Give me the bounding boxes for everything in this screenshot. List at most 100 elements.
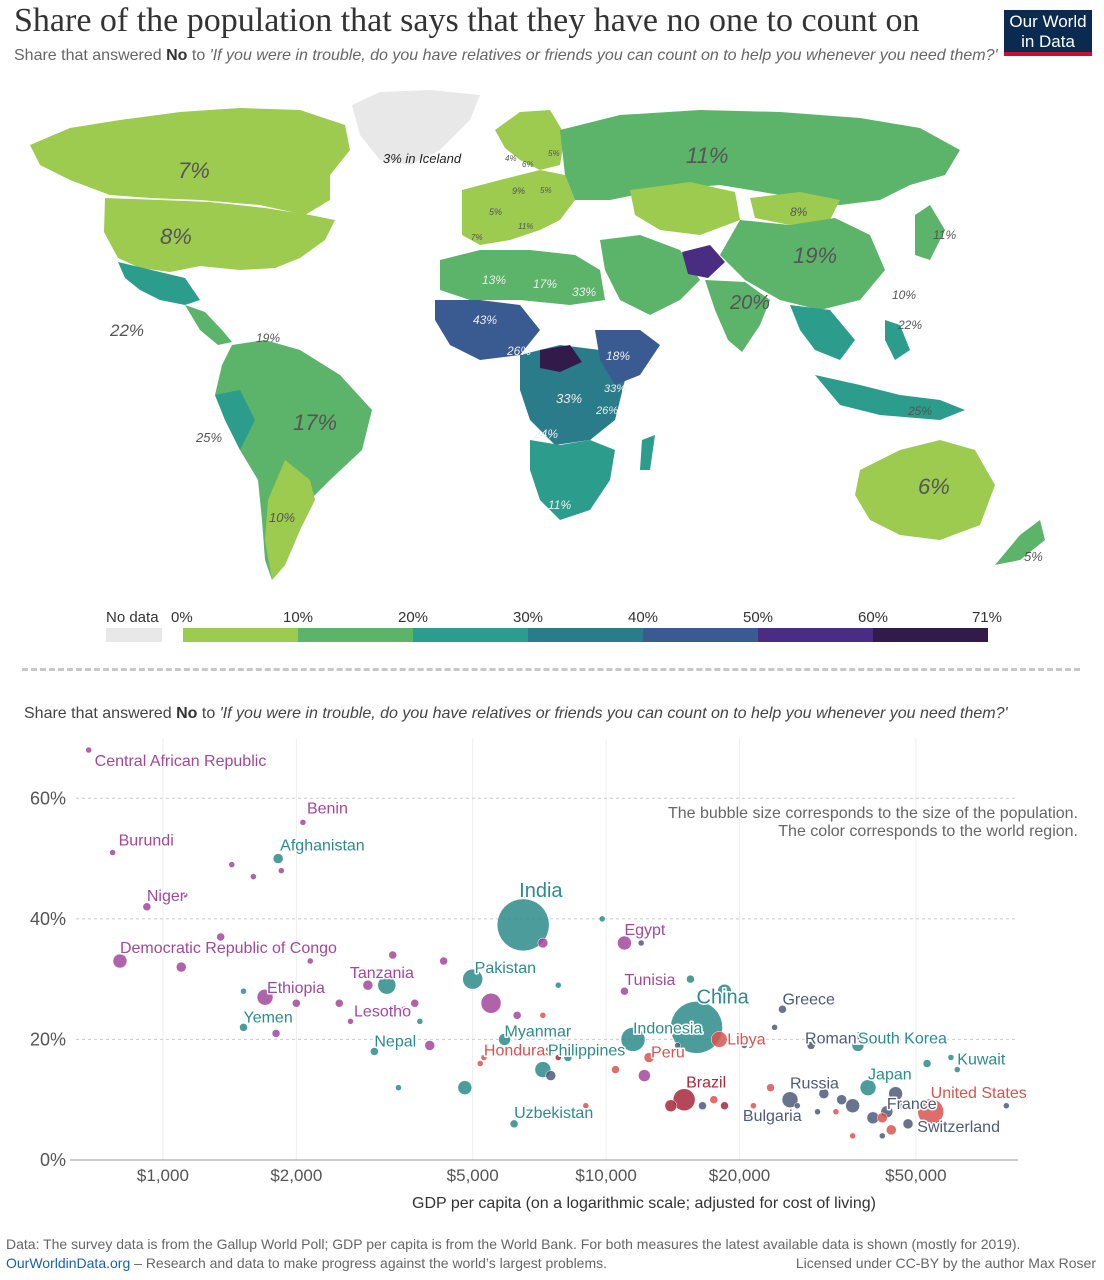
data-point[interactable] — [228, 861, 236, 868]
map-region-united-states[interactable] — [104, 198, 335, 272]
map-region-west-africa[interactable] — [435, 300, 540, 360]
data-point[interactable] — [672, 1088, 696, 1111]
data-point[interactable] — [710, 1031, 728, 1048]
map-region-central-african-republic[interactable] — [540, 345, 582, 372]
map-region-north-africa[interactable] — [440, 250, 605, 305]
data-point[interactable] — [377, 975, 397, 995]
data-point[interactable] — [832, 1108, 840, 1116]
data-point[interactable] — [818, 1088, 830, 1099]
data-point[interactable] — [941, 1120, 948, 1128]
map-region-philippines[interactable] — [885, 320, 910, 360]
data-point[interactable] — [617, 935, 632, 951]
data-point[interactable] — [886, 1124, 897, 1136]
data-point[interactable] — [717, 983, 732, 999]
map-region-greenland[interactable] — [352, 90, 480, 165]
data-point[interactable] — [836, 1094, 847, 1105]
data-point[interactable] — [256, 988, 274, 1006]
data-point[interactable] — [555, 1054, 562, 1061]
data-point[interactable] — [766, 1083, 775, 1092]
data-point[interactable] — [410, 999, 419, 1008]
data-point[interactable] — [112, 953, 128, 969]
data-point[interactable] — [395, 1084, 402, 1091]
map-region-peru[interactable] — [215, 390, 255, 450]
data-point[interactable] — [299, 819, 307, 826]
data-point[interactable] — [347, 1018, 354, 1025]
data-point[interactable] — [794, 1102, 801, 1109]
data-point[interactable] — [849, 1132, 856, 1140]
data-point[interactable] — [293, 939, 300, 947]
data-point[interactable] — [578, 1108, 585, 1116]
data-point[interactable] — [859, 1079, 877, 1096]
data-point[interactable] — [674, 1042, 681, 1049]
data-point[interactable] — [537, 937, 549, 949]
data-point[interactable] — [563, 1053, 573, 1062]
data-point[interactable] — [439, 956, 448, 966]
map-region-southeast-asia[interactable] — [790, 305, 855, 360]
data-point[interactable] — [888, 1086, 903, 1101]
data-point[interactable] — [814, 1108, 821, 1116]
data-point[interactable] — [545, 1070, 556, 1081]
map-region-south-america[interactable] — [215, 340, 372, 580]
map-region-mongolia[interactable] — [750, 192, 840, 225]
data-point[interactable] — [509, 1119, 519, 1129]
data-point[interactable] — [917, 1098, 944, 1126]
map-region-kazakhstan[interactable] — [630, 182, 740, 235]
data-point[interactable] — [922, 1059, 932, 1068]
data-point[interactable] — [480, 1054, 488, 1061]
data-point[interactable] — [335, 999, 344, 1008]
map-region-new-zealand[interactable] — [995, 520, 1045, 565]
map-region-southern-africa[interactable] — [530, 440, 615, 520]
data-point[interactable] — [670, 1001, 723, 1054]
data-point[interactable] — [216, 932, 225, 942]
map-region-afghanistan[interactable] — [682, 245, 725, 278]
data-point[interactable] — [370, 1047, 379, 1056]
map-region-mexico[interactable] — [118, 262, 200, 305]
data-point[interactable] — [902, 1118, 914, 1130]
data-point[interactable] — [709, 1095, 719, 1104]
data-point[interactable] — [686, 974, 695, 984]
data-point[interactable] — [292, 999, 301, 1008]
data-point[interactable] — [480, 993, 502, 1014]
data-point[interactable] — [664, 1099, 678, 1112]
data-point[interactable] — [620, 986, 629, 996]
data-point[interactable] — [498, 1033, 511, 1046]
data-point[interactable] — [555, 981, 562, 989]
map-region-east-africa[interactable] — [595, 330, 660, 385]
data-point[interactable] — [416, 1018, 424, 1025]
data-point[interactable] — [806, 1041, 816, 1050]
data-point[interactable] — [362, 979, 374, 991]
data-point[interactable] — [954, 1066, 961, 1073]
data-point[interactable] — [278, 867, 285, 874]
map-region-australia[interactable] — [855, 440, 995, 540]
data-point[interactable] — [272, 853, 284, 864]
data-point[interactable] — [512, 1011, 522, 1020]
footer-site-link[interactable]: OurWorldinData.org — [6, 1255, 131, 1271]
data-point[interactable] — [424, 1040, 435, 1051]
data-point[interactable] — [741, 1042, 748, 1049]
map-region-madagascar[interactable] — [640, 435, 655, 470]
map-region-canada[interactable] — [30, 108, 350, 215]
data-point[interactable] — [845, 1098, 860, 1113]
data-point[interactable] — [781, 1091, 799, 1108]
data-point[interactable] — [496, 898, 550, 952]
data-point[interactable] — [539, 1012, 547, 1019]
data-point[interactable] — [947, 1054, 955, 1061]
map-region-argentina[interactable] — [265, 460, 315, 580]
data-point[interactable] — [851, 1039, 865, 1052]
data-point[interactable] — [271, 1029, 281, 1038]
data-point[interactable] — [462, 968, 483, 990]
data-point[interactable] — [85, 746, 92, 754]
data-point[interactable] — [720, 1101, 729, 1110]
data-point[interactable] — [109, 849, 116, 856]
data-point[interactable] — [1003, 1102, 1010, 1109]
data-point[interactable] — [240, 987, 247, 995]
map-region-china[interactable] — [720, 218, 885, 310]
map-region-scandinavia[interactable] — [495, 110, 565, 170]
map-region-europe-west[interactable] — [462, 170, 575, 245]
owid-logo[interactable]: Our World in Data — [1004, 10, 1092, 56]
data-point[interactable] — [611, 1065, 620, 1074]
data-point[interactable] — [877, 1112, 888, 1124]
data-point[interactable] — [582, 1102, 590, 1109]
data-point[interactable] — [879, 1132, 886, 1140]
data-point[interactable] — [771, 1024, 778, 1031]
